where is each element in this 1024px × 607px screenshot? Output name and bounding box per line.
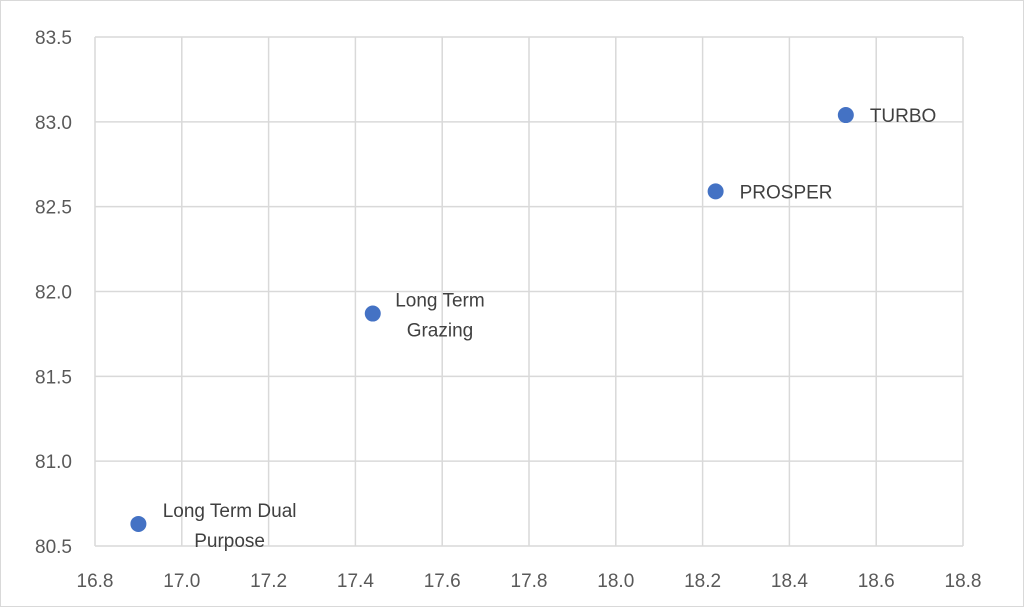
point-label-line: Grazing [407, 321, 474, 342]
data-point [837, 107, 854, 124]
x-tick-label: 18.4 [771, 571, 808, 592]
x-tick-label: 17.2 [250, 571, 287, 592]
point-label-line: Long Term Dual [163, 501, 297, 522]
x-tick-label: 17.8 [511, 571, 548, 592]
data-point [707, 183, 724, 200]
point-label-line: TURBO [870, 106, 937, 127]
y-tick-label: 81.5 [35, 367, 72, 388]
tick-labels: 16.8 17.0 17.2 17.4 17.6 17.8 18.0 18.2 18.4 18.6… [35, 28, 981, 592]
point-label: Long Term Grazing [395, 291, 484, 342]
x-tick-label: 18.6 [858, 571, 895, 592]
y-tick-label: 81.0 [35, 452, 72, 473]
x-tick-label: 17.6 [424, 571, 461, 592]
data-point [364, 305, 381, 322]
x-tick-label: 17.0 [163, 571, 200, 592]
point-label-line: Purpose [194, 531, 265, 552]
x-tick-label: 18.2 [684, 571, 721, 592]
point-label: TURBO [870, 106, 937, 127]
point-label-line: PROSPER [740, 182, 833, 203]
y-tick-label: 80.5 [35, 537, 72, 558]
x-tick-label: 18.0 [597, 571, 634, 592]
point-label: PROSPER [740, 182, 833, 203]
x-tick-label: 16.8 [77, 571, 114, 592]
y-tick-label: 83.0 [35, 113, 72, 134]
point-label: Long Term Dual Purpose [163, 501, 297, 552]
point-label-line: Long Term [395, 291, 484, 312]
x-tick-label: 17.4 [337, 571, 374, 592]
x-tick-label: 18.8 [945, 571, 982, 592]
y-tick-label: 82.5 [35, 198, 72, 219]
y-tick-label: 82.0 [35, 283, 72, 304]
data-labels: Long Term Dual Purpose Long Term Grazing PRO… [163, 106, 937, 552]
data-points [130, 107, 854, 532]
y-tick-label: 83.5 [35, 28, 72, 49]
grid-lines [94, 36, 964, 547]
data-point [130, 515, 147, 532]
